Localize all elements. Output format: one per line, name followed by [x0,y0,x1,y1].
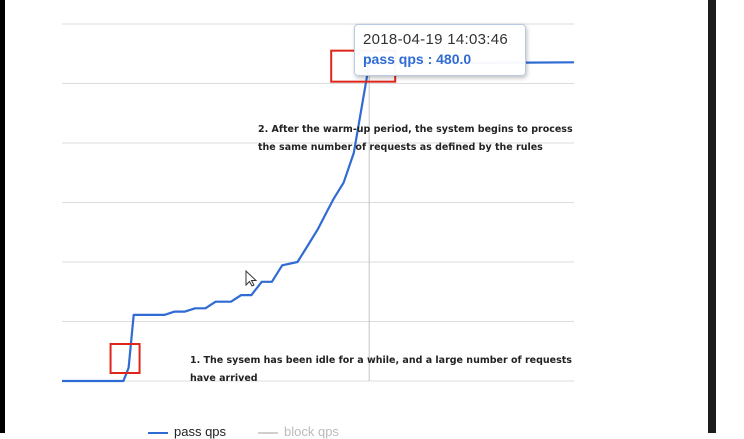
series-line-pass-qps [62,61,575,383]
right-panel [716,0,744,433]
highlight-box-idle [109,343,141,374]
tooltip-date: 2018-04-19 14:03:46 [363,31,508,48]
legend-item-block-qps[interactable]: block qps [258,424,339,439]
mouse-cursor-icon [245,269,258,287]
legend-label-block: block qps [284,424,339,439]
legend-label-pass: pass qps [174,424,227,439]
annotation-idle: 1. The sysem has been idle for a while, … [190,355,572,384]
annotation-warmup: 2. After the warm-up period, the system … [258,124,573,153]
chart-tooltip: 2018-04-19 14:03:46 pass qps : 480.0 [354,24,526,76]
legend-item-pass-qps[interactable]: pass qps [148,424,226,439]
gridlines [62,23,574,382]
tooltip-value: pass qps : 480.0 [363,51,472,67]
left-border [0,0,5,433]
